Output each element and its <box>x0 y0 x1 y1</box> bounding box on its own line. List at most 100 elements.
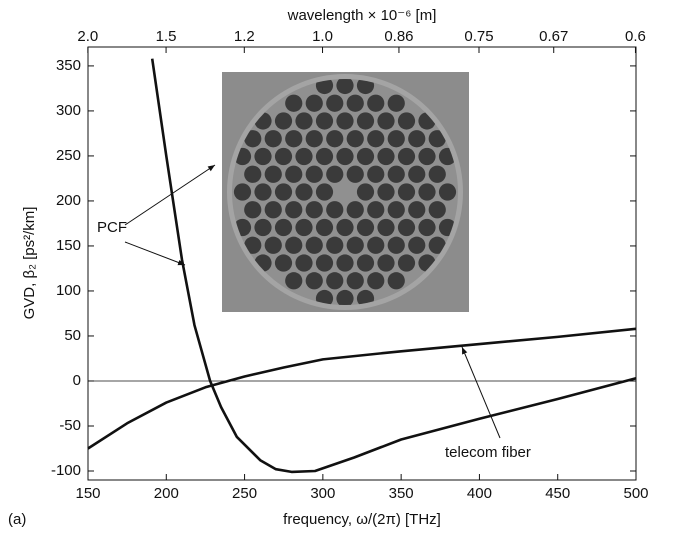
y-tick-label: 350 <box>56 57 81 74</box>
y-tick-label: -100 <box>51 462 81 479</box>
x2-tick-label: 1.5 <box>156 28 177 45</box>
air-hole <box>418 219 435 236</box>
air-hole <box>275 148 292 165</box>
air-hole <box>429 166 446 183</box>
y-tick-label: 0 <box>73 372 81 389</box>
air-hole <box>367 130 384 147</box>
air-hole <box>336 148 353 165</box>
air-hole <box>285 95 302 112</box>
air-hole <box>377 112 394 129</box>
air-hole <box>398 219 415 236</box>
air-hole <box>367 237 384 254</box>
air-hole <box>357 183 374 200</box>
air-hole <box>244 166 261 183</box>
pcf-arrow <box>125 242 185 265</box>
air-hole <box>326 237 343 254</box>
air-hole <box>377 183 394 200</box>
series-label: PCF <box>97 219 127 236</box>
telecom-arrow <box>462 347 500 438</box>
y-tick-label: 300 <box>56 102 81 119</box>
air-hole <box>285 166 302 183</box>
air-hole <box>388 272 405 289</box>
air-hole <box>408 237 425 254</box>
air-hole <box>388 130 405 147</box>
air-hole <box>275 219 292 236</box>
x-tick-label: 350 <box>389 485 414 502</box>
air-hole <box>357 254 374 271</box>
chart: frequency, ω/(2π) [THz] wavelength × 10⁻… <box>0 0 673 535</box>
air-hole <box>316 183 333 200</box>
air-hole <box>388 237 405 254</box>
air-hole <box>388 166 405 183</box>
air-hole <box>326 272 343 289</box>
air-hole <box>265 201 282 218</box>
x2-tick-label: 2.0 <box>77 28 98 45</box>
air-hole <box>285 237 302 254</box>
air-hole <box>326 166 343 183</box>
air-hole <box>306 237 323 254</box>
air-hole <box>265 166 282 183</box>
air-hole <box>285 272 302 289</box>
air-hole <box>347 130 364 147</box>
air-hole <box>275 112 292 129</box>
x2-tick-label: 0.67 <box>539 28 568 45</box>
air-hole <box>398 183 415 200</box>
air-hole <box>306 95 323 112</box>
panel-label: (a) <box>8 511 26 528</box>
x-axis-title: frequency, ω/(2π) [THz] <box>283 511 441 528</box>
air-hole <box>316 254 333 271</box>
x2-tick-label: 0.6 <box>625 28 646 45</box>
x-tick-label: 150 <box>75 485 100 502</box>
air-hole <box>254 219 271 236</box>
x2-tick-label: 1.0 <box>312 28 333 45</box>
air-hole <box>336 112 353 129</box>
x2-axis-title: wavelength × 10⁻⁶ [m] <box>287 7 437 24</box>
x-tick-label: 450 <box>545 485 570 502</box>
x-tick-label: 200 <box>154 485 179 502</box>
air-hole <box>347 237 364 254</box>
air-hole <box>295 112 312 129</box>
air-hole <box>398 254 415 271</box>
air-hole <box>275 254 292 271</box>
x-tick-label: 500 <box>623 485 648 502</box>
y-tick-label: 50 <box>64 327 81 344</box>
air-hole <box>336 77 353 94</box>
air-hole <box>367 272 384 289</box>
air-hole <box>244 201 261 218</box>
air-hole <box>418 183 435 200</box>
air-hole <box>285 201 302 218</box>
air-hole <box>357 219 374 236</box>
air-hole <box>234 183 251 200</box>
air-hole <box>265 130 282 147</box>
air-hole <box>347 166 364 183</box>
series-line <box>88 329 636 449</box>
air-hole <box>326 201 343 218</box>
y-tick-label: -50 <box>59 417 81 434</box>
y-tick-label: 250 <box>56 147 81 164</box>
air-hole <box>336 219 353 236</box>
air-hole <box>336 254 353 271</box>
y-tick-label: 100 <box>56 282 81 299</box>
air-hole <box>388 95 405 112</box>
air-hole <box>254 183 271 200</box>
air-hole <box>367 201 384 218</box>
air-hole <box>357 148 374 165</box>
air-hole <box>326 95 343 112</box>
y-tick-label: 200 <box>56 192 81 209</box>
x-tick-label: 400 <box>467 485 492 502</box>
air-hole <box>388 201 405 218</box>
y-tick-label: 150 <box>56 237 81 254</box>
air-hole <box>429 201 446 218</box>
air-hole <box>377 219 394 236</box>
air-hole <box>347 272 364 289</box>
air-hole <box>295 183 312 200</box>
x-tick-label: 300 <box>310 485 335 502</box>
air-hole <box>377 254 394 271</box>
x2-tick-label: 0.75 <box>464 28 493 45</box>
air-hole <box>398 112 415 129</box>
air-hole <box>316 219 333 236</box>
air-hole <box>336 290 353 307</box>
air-hole <box>316 148 333 165</box>
air-hole <box>357 112 374 129</box>
air-hole <box>265 237 282 254</box>
